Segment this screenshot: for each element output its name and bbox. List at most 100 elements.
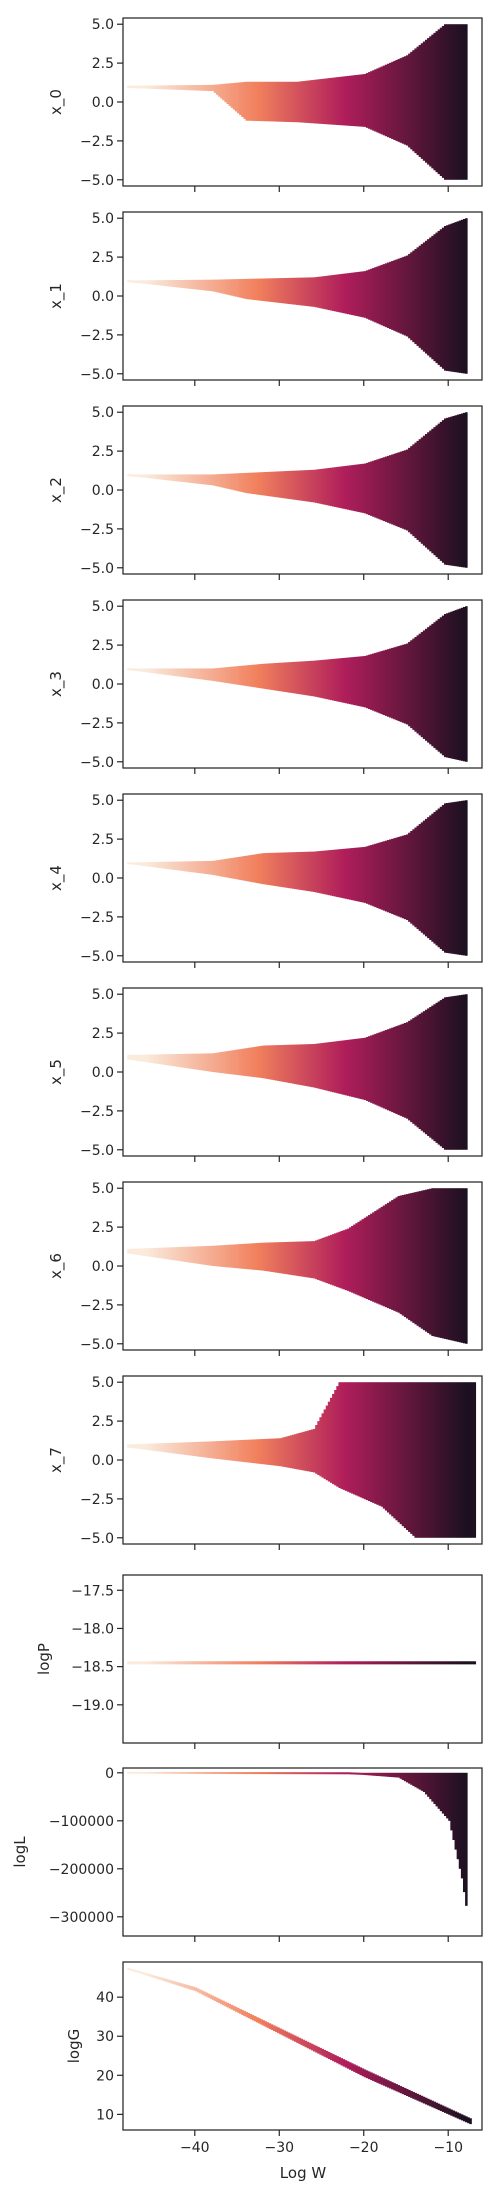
scatter-point xyxy=(365,1216,369,1300)
scatter-point xyxy=(165,1443,168,1453)
scatter-point xyxy=(220,859,223,877)
scatter-point xyxy=(283,1437,286,1467)
scatter-point xyxy=(348,1382,352,1493)
scatter-point xyxy=(391,1772,394,1778)
y-tick-label: 5.0 xyxy=(92,987,114,1003)
y-axis-label: x_1 xyxy=(47,283,66,309)
scatter-points xyxy=(127,218,468,374)
scatter-point xyxy=(241,2009,244,2015)
scatter-point xyxy=(410,830,413,924)
scatter-point xyxy=(452,24,455,180)
scatter-point xyxy=(338,76,341,126)
scatter-point xyxy=(161,280,164,286)
scatter-point xyxy=(177,861,181,871)
scatter-point xyxy=(230,1440,234,1461)
scatter-point xyxy=(329,77,333,125)
scatter-point xyxy=(412,829,415,926)
scatter-point xyxy=(410,1193,413,1322)
scatter-point xyxy=(194,1441,198,1457)
scatter-point xyxy=(473,1382,477,1538)
scatter-point xyxy=(285,662,289,693)
scatter-point xyxy=(201,1661,204,1665)
scatter-points xyxy=(127,1188,468,1344)
scatter-point xyxy=(270,1661,274,1665)
scatter-point xyxy=(329,850,333,896)
scatter-point xyxy=(142,862,145,866)
scatter-point xyxy=(268,1045,272,1080)
scatter-point xyxy=(325,1236,329,1284)
scatter-point xyxy=(460,1661,464,1665)
scatter-point xyxy=(443,1661,447,1665)
scatter-point xyxy=(230,473,234,490)
scatter-point xyxy=(370,461,373,516)
scatter-point xyxy=(317,2046,320,2054)
scatter-point xyxy=(175,1247,179,1261)
scatter-point xyxy=(283,1772,286,1775)
scatter-point xyxy=(133,1661,137,1665)
scatter-point xyxy=(365,2070,369,2079)
scatter-point xyxy=(180,861,183,871)
scatter-point xyxy=(448,2108,451,2115)
scatter-point xyxy=(237,1772,240,1775)
scatter-point xyxy=(270,81,274,122)
scatter-point xyxy=(184,474,187,483)
scatter-point xyxy=(272,852,276,886)
scatter-point xyxy=(456,1772,460,1860)
scatter-point xyxy=(365,846,369,904)
scatter-point xyxy=(291,277,295,305)
scatter-point xyxy=(372,268,375,322)
scatter-point xyxy=(429,237,432,358)
scatter-point xyxy=(169,1054,172,1066)
scatter-point xyxy=(348,1227,352,1292)
scatter-point xyxy=(397,59,401,142)
scatter-point xyxy=(264,1661,267,1665)
scatter-point xyxy=(420,43,424,159)
scatter-point xyxy=(228,858,232,878)
scatter-point xyxy=(283,662,286,692)
scatter-point xyxy=(281,852,284,888)
scatter-point xyxy=(251,1661,255,1665)
scatter-point xyxy=(414,1016,417,1126)
scatter-point xyxy=(355,847,358,902)
scatter-point xyxy=(253,2016,257,2022)
scatter-point xyxy=(169,1771,172,1774)
scatter-point xyxy=(186,1984,189,1989)
scatter-point xyxy=(329,467,333,507)
scatter-point xyxy=(175,85,179,90)
scatter-point xyxy=(226,1051,229,1074)
scatter-point xyxy=(308,1044,312,1087)
scatter-point xyxy=(372,1772,375,1776)
scatter-point xyxy=(135,1661,139,1665)
scatter-point xyxy=(190,474,194,483)
scatter-point xyxy=(262,1439,265,1465)
scatter-point xyxy=(452,1661,455,1665)
scatter-point xyxy=(158,1247,162,1259)
scatter-point xyxy=(397,1025,401,1115)
scatter-point xyxy=(435,425,439,558)
scatter-point xyxy=(310,660,314,697)
scatter-point xyxy=(408,1382,411,1532)
scatter-point xyxy=(357,464,360,512)
scatter-point xyxy=(163,1771,166,1774)
scatter-point xyxy=(205,1661,208,1665)
scatter-point xyxy=(414,48,417,154)
scatter-point xyxy=(190,1442,194,1456)
scatter-point xyxy=(152,280,156,285)
scatter-point xyxy=(245,855,248,882)
scatter-point xyxy=(431,1661,434,1665)
scatter-point xyxy=(260,278,263,301)
scatter-point xyxy=(209,84,213,92)
scatter-point xyxy=(302,1044,306,1086)
scatter-point xyxy=(336,1772,339,1775)
scatter-point xyxy=(344,1382,348,1491)
scatter-point xyxy=(422,1382,426,1538)
scatter-point xyxy=(435,1382,439,1538)
scatter-point xyxy=(313,1428,316,1473)
scatter-point xyxy=(405,1382,409,1530)
scatter-point xyxy=(401,257,405,335)
scatter-point xyxy=(266,663,270,690)
scatter-point xyxy=(325,2050,329,2058)
subplot-x_3: 5.02.50.0−2.5−5.0x_3 xyxy=(47,599,483,774)
scatter-point xyxy=(239,856,242,880)
y-tick-label: −2.5 xyxy=(80,716,114,732)
